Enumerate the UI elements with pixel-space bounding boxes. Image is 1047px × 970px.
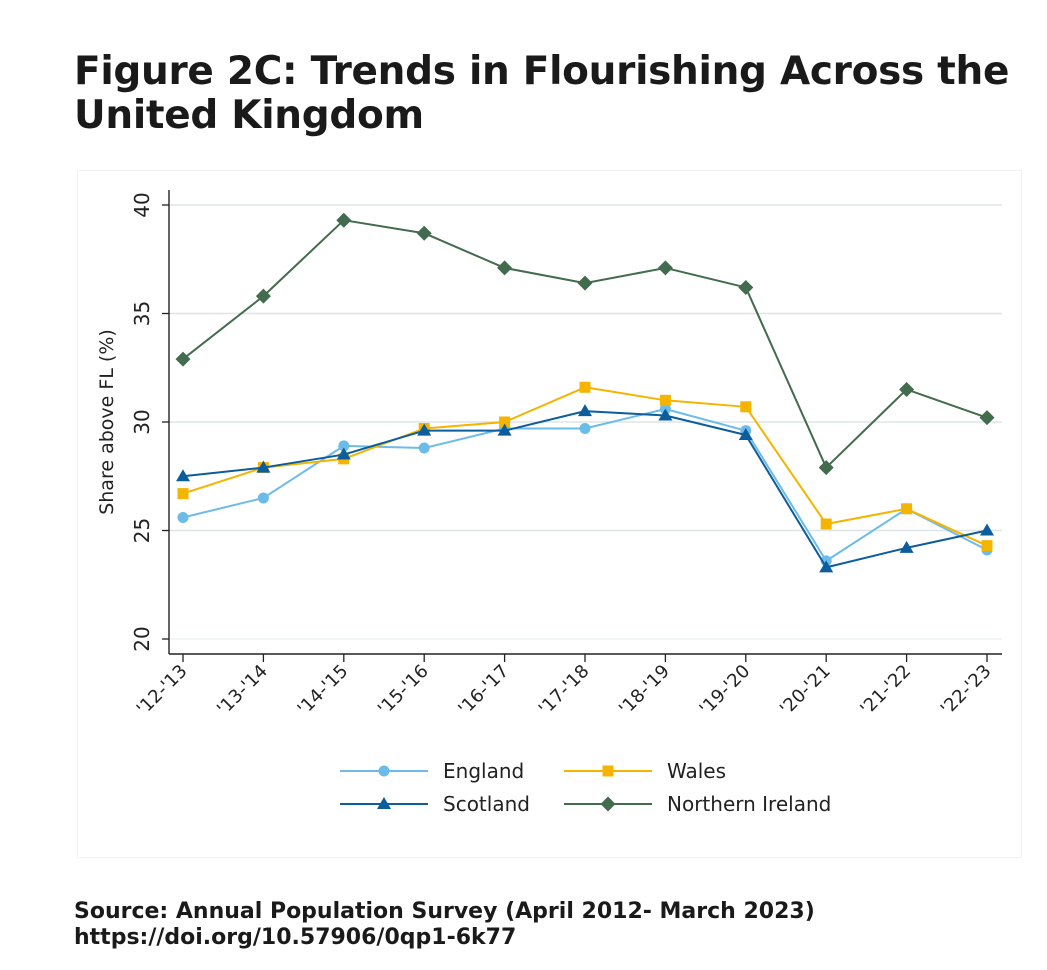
y-tick-label: 35 xyxy=(130,301,154,326)
data-point-northern-ireland xyxy=(577,275,593,291)
y-tick-label: 25 xyxy=(130,518,154,543)
figure-title: Figure 2C: Trends in Flourishing Across … xyxy=(74,49,1010,138)
legend-key-scotland xyxy=(340,797,428,809)
legend-key-marker xyxy=(377,797,391,809)
data-point-scotland xyxy=(980,523,994,536)
legend-item-england: England xyxy=(340,759,524,783)
x-tick-label: '20-'21 xyxy=(776,661,835,720)
legend-key-marker xyxy=(600,796,616,812)
legend-item-scotland: Scotland xyxy=(340,792,530,816)
x-ticks: '12-'13 '13-'14 '14-'15 '15-'16 '16-'17 '17-'… xyxy=(133,654,996,720)
data-point-scotland xyxy=(497,423,512,436)
data-point-northern-ireland xyxy=(497,260,513,276)
data-point-wales xyxy=(659,394,671,406)
legend-key-marker xyxy=(602,765,614,777)
legend-key-england xyxy=(340,765,428,777)
data-point-wales xyxy=(740,401,752,413)
x-tick-label: '17-'18 xyxy=(535,661,594,720)
data-point-wales xyxy=(499,416,511,428)
data-point-england xyxy=(177,511,189,523)
legend-item-northern-ireland: Northern Ireland xyxy=(564,792,831,816)
data-point-scotland xyxy=(176,469,190,482)
data-point-northern-ireland xyxy=(738,279,754,295)
x-tick-label: '13-'14 xyxy=(213,661,272,720)
source-text: Source: Annual Population Survey (April … xyxy=(74,899,815,924)
data-point-england xyxy=(338,440,350,452)
series-line-scotland xyxy=(182,410,988,569)
data-point-england xyxy=(257,492,269,504)
data-point-wales xyxy=(820,518,832,530)
data-point-northern-ireland xyxy=(416,225,432,241)
data-point-scotland xyxy=(738,428,753,441)
x-tick-label: '18-'19 xyxy=(615,661,674,720)
data-point-scotland xyxy=(658,408,673,421)
data-point-wales xyxy=(981,540,993,552)
data-point-northern-ireland xyxy=(657,260,673,276)
x-tick-label: '21-'22 xyxy=(856,661,915,720)
legend-label-wales: Wales xyxy=(667,759,726,783)
legend-key-wales xyxy=(564,765,652,777)
y-tick-label: 30 xyxy=(130,409,154,434)
series-northern-ireland xyxy=(175,212,995,476)
data-point-scotland xyxy=(819,560,834,573)
data-point-scotland xyxy=(899,540,914,553)
data-point-wales xyxy=(901,503,913,515)
data-point-england xyxy=(418,442,430,454)
y-axis-title: Share above FL (%) xyxy=(96,329,118,515)
series xyxy=(175,212,995,573)
legend-label-northern-ireland: Northern Ireland xyxy=(667,792,831,816)
graph-region xyxy=(77,170,1022,858)
data-point-northern-ireland xyxy=(899,381,915,397)
y-ticks: 20 25 30 35 40 xyxy=(130,192,169,652)
legend-label-scotland: Scotland xyxy=(443,792,530,816)
data-point-england xyxy=(579,423,591,435)
series-scotland xyxy=(176,404,994,573)
data-point-scotland xyxy=(336,447,351,460)
legend-label-england: England xyxy=(443,759,524,783)
data-point-wales xyxy=(177,488,189,500)
data-point-northern-ireland xyxy=(336,212,352,228)
x-tick-label: '16-'17 xyxy=(454,661,513,720)
legend-key-marker xyxy=(378,765,390,777)
source-note: Source: Annual Population Survey (April … xyxy=(74,899,1034,951)
x-tick-label: '19-'20 xyxy=(696,661,755,720)
series-england xyxy=(177,403,993,567)
x-tick-label: '12-'13 xyxy=(133,661,192,720)
data-point-northern-ireland xyxy=(255,288,271,304)
data-point-northern-ireland xyxy=(979,410,995,426)
source-doi-link[interactable]: https://doi.org/10.57906/0qp1-6k77 xyxy=(74,925,517,950)
data-point-northern-ireland xyxy=(175,351,191,367)
y-tick-label: 40 xyxy=(130,192,154,217)
legend: England Wales Scotland Northern Ireland xyxy=(340,759,831,816)
x-tick-label: '14-'15 xyxy=(294,661,353,720)
data-point-scotland xyxy=(417,423,432,436)
data-point-northern-ireland xyxy=(818,460,834,476)
x-tick-label: '15-'16 xyxy=(374,661,433,720)
legend-item-wales: Wales xyxy=(564,759,726,783)
data-point-scotland xyxy=(578,404,592,417)
gridlines xyxy=(169,204,1002,640)
data-point-scotland xyxy=(256,460,271,473)
data-point-wales xyxy=(579,381,591,393)
y-tick-label: 20 xyxy=(130,626,154,651)
legend-key-northern-ireland xyxy=(564,796,652,812)
x-tick-label: '22-'23 xyxy=(937,661,996,720)
